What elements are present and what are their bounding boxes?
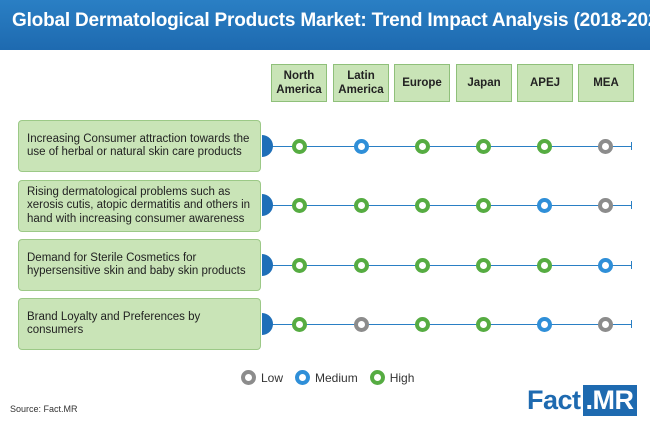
impact-dot-low xyxy=(597,197,613,213)
fact-mr-logo: Fact .MR xyxy=(527,384,645,417)
impact-dot-high xyxy=(475,197,491,213)
page-title: Global Dermatological Products Market: T… xyxy=(12,10,650,31)
trend-label-box: Brand Loyalty and Preferences by consume… xyxy=(18,298,261,350)
impact-dot-high xyxy=(475,316,491,332)
trend-line-end-cap xyxy=(631,320,632,328)
trend-connector-line xyxy=(262,324,632,325)
legend-item-low: Low xyxy=(241,370,283,385)
impact-dot-low xyxy=(597,316,613,332)
impact-dot-high xyxy=(291,197,307,213)
impact-dot-high xyxy=(536,138,552,154)
legend-label-low: Low xyxy=(261,370,284,385)
legend-item-high: High xyxy=(369,370,415,385)
region-header-japan: Japan xyxy=(456,64,512,102)
impact-dot-high xyxy=(414,197,430,213)
impact-dot-high xyxy=(353,257,369,273)
impact-dot-high xyxy=(414,257,430,273)
region-header-mea: MEA xyxy=(578,64,634,102)
impact-dot-low xyxy=(597,138,613,154)
trend-connector-line xyxy=(262,205,632,206)
impact-dot-medium xyxy=(536,197,552,213)
trend-connector-line xyxy=(262,265,632,266)
trend-connector-knob xyxy=(262,254,273,276)
impact-dot-high xyxy=(291,138,307,154)
trend-connector-knob xyxy=(262,194,273,216)
trend-connector-line xyxy=(262,146,632,147)
impact-dot-medium xyxy=(353,138,369,154)
impact-dot-low xyxy=(353,316,369,332)
source-note: Source: Fact.MR xyxy=(10,404,78,414)
trend-connector-knob xyxy=(262,135,273,157)
region-header-apej: APEJ xyxy=(517,64,573,102)
trend-connector-knob xyxy=(262,313,273,335)
impact-dot-high xyxy=(353,197,369,213)
legend-label-high: High xyxy=(389,370,415,385)
legend-dot-medium xyxy=(295,370,311,385)
region-header-latin-america: Latin America xyxy=(333,64,389,102)
impact-dot-high xyxy=(414,138,430,154)
impact-dot-high xyxy=(291,257,307,273)
impact-dot-medium xyxy=(536,316,552,332)
region-header-europe: Europe xyxy=(394,64,450,102)
legend: Low Medium High xyxy=(241,370,426,385)
legend-dot-low xyxy=(241,370,256,385)
trend-label-box: Increasing Consumer attraction towards t… xyxy=(18,120,261,172)
logo-text-fact: Fact xyxy=(527,385,581,415)
region-header-north-america: North America xyxy=(271,64,327,102)
trend-line-end-cap xyxy=(631,261,632,269)
trend-line-end-cap xyxy=(631,142,632,150)
legend-item-medium: Medium xyxy=(295,370,358,385)
logo-text-mr: .MR xyxy=(582,385,637,416)
header-banner: Global Dermatological Products Market: T… xyxy=(0,0,650,50)
trend-line-end-cap xyxy=(631,201,632,209)
impact-dot-high xyxy=(291,316,307,332)
legend-dot-high xyxy=(369,370,385,385)
trend-label-box: Demand for Sterile Cosmetics for hyperse… xyxy=(18,239,261,291)
impact-dot-high xyxy=(536,257,552,273)
impact-dot-high xyxy=(414,316,430,332)
impact-dot-high xyxy=(475,138,491,154)
legend-label-medium: Medium xyxy=(315,370,358,385)
impact-dot-medium xyxy=(597,257,613,273)
impact-dot-high xyxy=(475,257,491,273)
trend-label-box: Rising dermatological problems such as x… xyxy=(18,180,261,232)
